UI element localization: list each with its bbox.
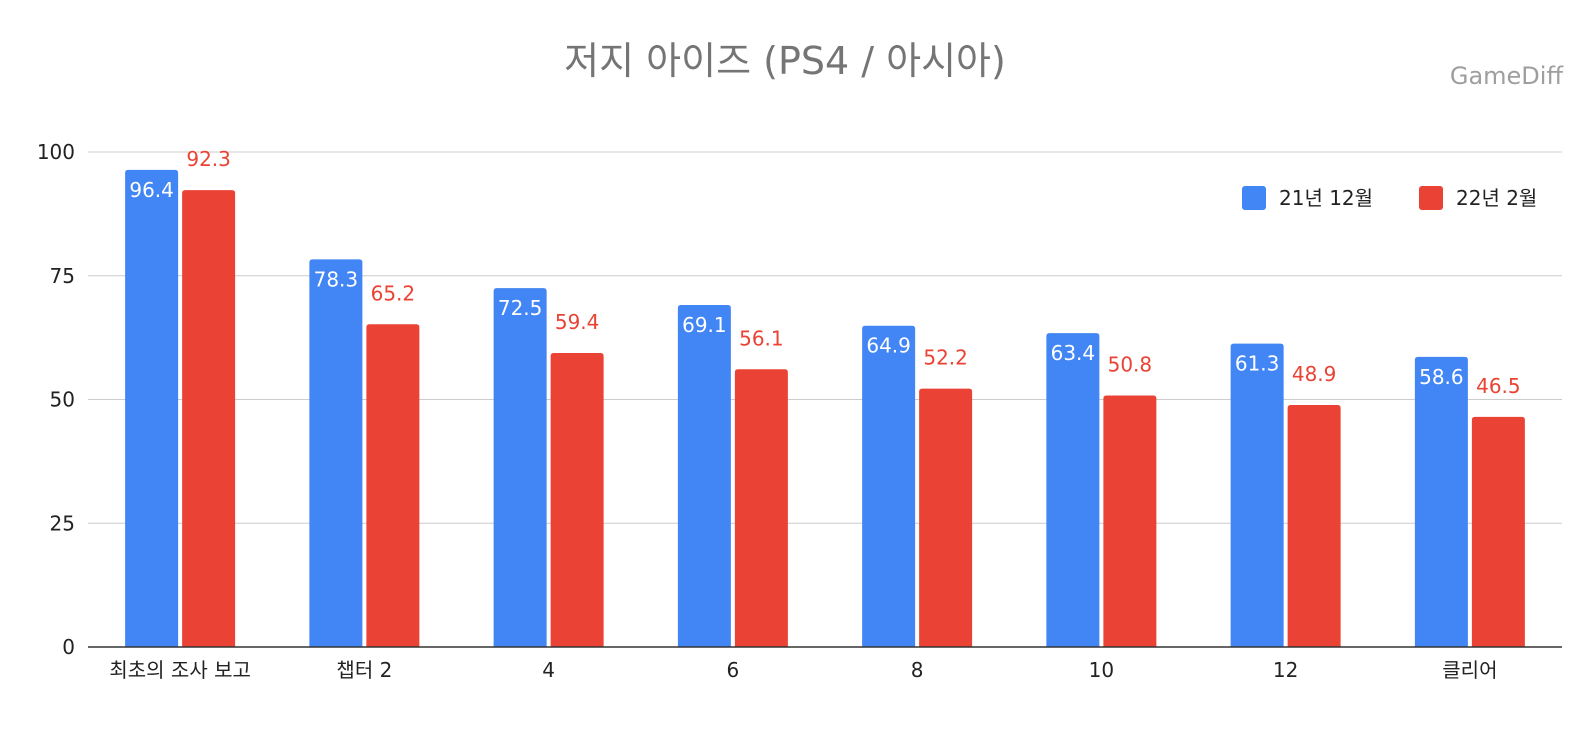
y-axis-ticks: 0 25 50 75 100 [37,140,75,659]
data-label-series-1: 96.4 [129,178,174,202]
bar-series-1-2 [309,259,363,647]
bar-series-2-8 [1471,416,1525,647]
watermark: GameDiff [1450,62,1564,90]
bar-series-2-1 [182,190,236,648]
bar-series-2-5 [919,388,973,647]
x-category-label: 4 [542,658,555,682]
data-label-series-2: 65.2 [371,281,416,305]
y-tick-label: 75 [50,264,75,288]
data-label-series-2: 48.9 [1292,362,1337,386]
x-category-label: 챕터 2 [336,658,392,682]
data-label-series-1: 78.3 [314,267,359,291]
y-tick-label: 25 [50,511,75,535]
bar-series-1-8 [1414,356,1468,647]
bar-series-1-6 [1046,333,1100,647]
legend-label-1: 21년 12월 [1279,186,1373,210]
bar-series-1-3 [493,288,547,647]
data-label-series-1: 72.5 [498,296,543,320]
bar-series-1-7 [1230,343,1284,647]
bar-series-2-4 [734,369,788,647]
legend-swatch-1 [1242,186,1266,210]
x-category-label: 6 [727,658,740,682]
x-category-label: 최초의 조사 보고 [109,658,251,682]
data-label-series-2: 92.3 [186,147,231,171]
bar-series-1-1 [125,169,179,647]
data-label-series-2: 59.4 [555,310,600,334]
y-tick-label: 50 [50,388,75,412]
bar-series-2-3 [550,352,604,647]
bar-series-2-6 [1103,395,1157,647]
data-label-series-1: 69.1 [682,313,727,337]
y-tick-label: 100 [37,140,75,164]
data-label-series-1: 63.4 [1051,341,1096,365]
x-axis: 최초의 조사 보고 챕터 2 4 6 8 10 12 클리어 [88,646,1562,682]
bars [125,169,1525,648]
bar-series-2-2 [366,324,420,647]
x-category-label: 클리어 [1442,658,1497,682]
bar-series-1-4 [677,304,731,647]
data-label-series-2: 46.5 [1476,374,1521,398]
bar-series-2-7 [1287,404,1341,647]
x-category-label: 8 [911,658,924,682]
legend-label-2: 22년 2월 [1456,186,1537,210]
data-label-series-2: 52.2 [923,346,968,370]
x-category-label: 12 [1273,658,1298,682]
y-tick-label: 0 [62,635,75,659]
x-category-label: 10 [1089,658,1114,682]
data-label-series-1: 58.6 [1419,365,1464,389]
bar-series-1-5 [862,325,916,647]
legend-swatch-2 [1419,186,1443,210]
data-label-series-1: 64.9 [866,334,911,358]
data-label-series-1: 61.3 [1235,352,1280,376]
chart-title: 저지 아이즈 (PS4 / 아시아) [564,39,1006,83]
data-label-series-2: 50.8 [1108,353,1153,377]
data-label-series-2: 56.1 [739,326,784,350]
legend: 21년 12월 22년 2월 [1242,186,1537,210]
data-labels: 96.4 92.3 78.3 65.2 72.5 59.4 69.1 56.1 64.9 52.2… [129,147,1520,398]
